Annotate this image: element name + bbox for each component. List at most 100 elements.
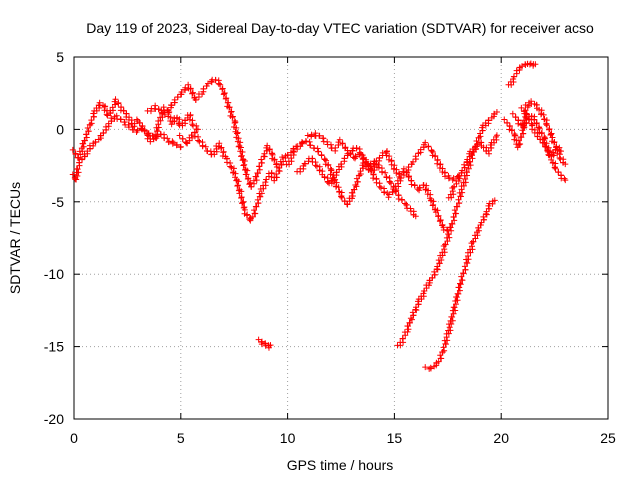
data-point xyxy=(509,110,516,117)
data-point xyxy=(238,194,245,201)
data-point xyxy=(511,136,518,143)
data-point xyxy=(463,259,470,266)
data-point xyxy=(318,152,325,159)
data-point xyxy=(271,177,278,184)
data-point xyxy=(558,148,565,155)
data-point xyxy=(512,114,519,121)
data-point xyxy=(103,111,110,118)
data-point xyxy=(544,147,551,154)
data-point xyxy=(373,179,380,186)
data-point xyxy=(74,172,81,179)
data-point xyxy=(229,114,236,121)
data-point xyxy=(455,284,462,291)
data-point xyxy=(444,337,451,344)
data-point xyxy=(168,121,175,128)
data-point xyxy=(266,146,273,153)
data-point xyxy=(226,104,233,111)
data-point xyxy=(405,174,412,181)
data-point xyxy=(406,319,413,326)
data-point xyxy=(469,238,476,245)
chart-title: Day 119 of 2023, Sidereal Day-to-day VTE… xyxy=(86,20,594,36)
data-point xyxy=(268,174,275,181)
data-point xyxy=(229,113,236,120)
series-track-9 xyxy=(422,197,498,372)
data-point xyxy=(451,217,458,224)
data-point xyxy=(191,133,198,140)
data-point xyxy=(173,141,180,148)
data-point xyxy=(164,107,171,114)
data-point xyxy=(241,158,248,165)
data-point xyxy=(131,120,138,127)
data-point xyxy=(255,336,262,343)
data-point xyxy=(181,117,188,124)
data-point xyxy=(347,151,354,158)
data-point xyxy=(228,108,235,115)
data-point xyxy=(164,135,171,142)
data-point xyxy=(117,116,124,123)
data-point xyxy=(185,81,192,88)
data-point xyxy=(420,182,427,189)
data-point xyxy=(302,160,309,167)
data-point xyxy=(521,108,528,115)
data-point xyxy=(308,131,315,138)
data-point xyxy=(458,273,465,280)
data-point xyxy=(155,106,162,113)
data-point xyxy=(457,193,464,200)
data-point xyxy=(218,145,225,152)
series-track-7 xyxy=(304,130,451,234)
data-point xyxy=(175,120,182,127)
data-point xyxy=(383,174,390,181)
series-track-14 xyxy=(518,104,565,159)
data-point xyxy=(234,182,241,189)
data-point xyxy=(422,186,429,193)
data-point xyxy=(236,190,243,197)
data-point xyxy=(344,201,351,208)
data-point xyxy=(88,117,95,124)
data-point xyxy=(529,126,536,133)
data-point xyxy=(425,143,432,150)
data-point xyxy=(543,121,550,128)
data-point xyxy=(256,163,263,170)
data-point xyxy=(244,167,251,174)
y-tick-label: 5 xyxy=(56,49,64,65)
data-point xyxy=(535,124,542,131)
series-track-4 xyxy=(176,129,300,224)
data-point xyxy=(448,220,455,227)
data-point xyxy=(398,197,405,204)
data-point xyxy=(353,145,360,152)
data-point xyxy=(97,132,104,139)
data-point xyxy=(449,317,456,324)
data-point xyxy=(533,120,540,127)
data-point xyxy=(450,213,457,220)
data-point xyxy=(367,166,374,173)
data-point xyxy=(472,143,479,150)
data-point xyxy=(234,182,241,189)
data-point xyxy=(168,102,175,109)
data-point xyxy=(264,142,271,149)
data-point xyxy=(376,155,383,162)
data-point xyxy=(445,330,452,337)
data-point xyxy=(467,162,474,169)
x-tick-label: 15 xyxy=(387,430,403,446)
data-point xyxy=(226,104,233,111)
data-point xyxy=(404,328,411,335)
data-point xyxy=(382,169,389,176)
data-point xyxy=(458,276,465,283)
data-point xyxy=(224,99,231,106)
data-point xyxy=(307,142,314,149)
axis-ticks: 0 5 10 15 20 25 5 0 -5 -10 -15 -20 xyxy=(44,49,616,446)
data-point xyxy=(485,117,492,124)
data-point xyxy=(243,212,250,219)
data-point xyxy=(410,158,417,165)
data-point xyxy=(271,157,278,164)
data-point xyxy=(249,213,256,220)
data-point xyxy=(244,175,251,182)
data-point xyxy=(188,132,195,139)
data-point xyxy=(562,177,569,184)
data-point xyxy=(224,159,231,166)
data-point xyxy=(173,115,180,122)
data-point xyxy=(239,199,246,206)
data-point xyxy=(540,111,547,118)
data-point xyxy=(189,90,196,97)
data-point xyxy=(446,324,453,331)
